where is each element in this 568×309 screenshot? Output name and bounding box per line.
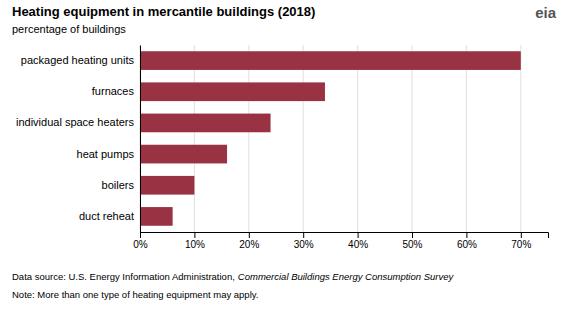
grid-line bbox=[357, 45, 358, 232]
bar bbox=[140, 114, 271, 133]
grid-line bbox=[140, 45, 141, 232]
x-tick-label: 10% bbox=[185, 239, 205, 250]
x-tick-mark bbox=[140, 232, 141, 238]
bar bbox=[140, 176, 194, 195]
x-tick-label: 20% bbox=[239, 239, 259, 250]
x-tick-mark bbox=[412, 232, 413, 238]
y-tick-label: duct reheat bbox=[79, 210, 134, 222]
y-tick-label: furnaces bbox=[92, 85, 135, 97]
x-tick-mark bbox=[466, 232, 467, 238]
y-tick-label: individual space heaters bbox=[16, 116, 135, 128]
y-tick: heat pumps bbox=[77, 148, 140, 160]
logo: eia bbox=[535, 4, 557, 21]
x-tick: 70% bbox=[511, 232, 531, 250]
y-tick-label: heat pumps bbox=[77, 148, 135, 160]
x-tick-label: 50% bbox=[402, 239, 422, 250]
y-tick: individual space heaters bbox=[16, 116, 140, 128]
x-tick: 20% bbox=[239, 232, 259, 250]
x-tick: 60% bbox=[457, 232, 477, 250]
bar bbox=[140, 145, 227, 164]
y-axis: duct reheat boilers heat pumps individual s… bbox=[16, 46, 141, 233]
grid bbox=[140, 45, 521, 232]
chart: Heating equipment in mercantile building… bbox=[0, 0, 568, 309]
y-tick: duct reheat bbox=[79, 210, 140, 222]
bar bbox=[140, 207, 173, 226]
x-tick: 30% bbox=[294, 232, 314, 250]
y-tick-label: boilers bbox=[102, 179, 135, 191]
footnote-source: Data source: U.S. Energy Information Adm… bbox=[12, 271, 235, 282]
grid-line bbox=[194, 45, 195, 232]
bars bbox=[140, 51, 521, 226]
footnote: Data source: U.S. Energy Information Adm… bbox=[12, 271, 455, 282]
y-axis-line bbox=[140, 46, 141, 233]
x-tick-mark bbox=[194, 232, 195, 238]
x-tick-label: 70% bbox=[511, 239, 531, 250]
x-tick-label: 60% bbox=[457, 239, 477, 250]
x-axis-line bbox=[141, 233, 549, 239]
x-tick: 50% bbox=[402, 232, 422, 250]
y-tick: furnaces bbox=[92, 85, 140, 97]
x-tick-mark bbox=[358, 232, 359, 238]
x-tick: 10% bbox=[185, 232, 205, 250]
x-tick: 0% bbox=[133, 232, 148, 250]
y-tick: packaged heating units bbox=[21, 54, 140, 66]
x-tick: 40% bbox=[348, 232, 368, 250]
x-tick-mark bbox=[303, 232, 304, 238]
y-tick-label: packaged heating units bbox=[21, 54, 135, 66]
x-tick-label: 40% bbox=[348, 239, 368, 250]
x-tick-mark bbox=[521, 232, 522, 238]
footnote-survey: Commercial Buildings Energy Consumption … bbox=[238, 271, 455, 282]
y-tick: boilers bbox=[102, 179, 140, 191]
x-tick-label: 0% bbox=[133, 239, 148, 250]
bar bbox=[140, 82, 325, 101]
grid-line bbox=[248, 45, 249, 232]
grid-line bbox=[412, 45, 413, 232]
grid-line bbox=[303, 45, 304, 232]
grid-line bbox=[466, 45, 467, 232]
title: Heating equipment in mercantile building… bbox=[12, 4, 315, 19]
plot-area: 0% 10% 20% 30% 40% 50% 60% 70% duct reheat boiler… bbox=[16, 45, 549, 250]
x-tick-label: 30% bbox=[294, 239, 314, 250]
x-axis: 0% 10% 20% 30% 40% 50% 60% 70% bbox=[133, 232, 548, 250]
x-tick-mark bbox=[249, 232, 250, 238]
grid-line bbox=[520, 45, 521, 232]
subtitle: percentage of buildings bbox=[12, 23, 126, 35]
footnote-note: Note: More than one type of heating equi… bbox=[12, 289, 258, 300]
bar bbox=[140, 51, 521, 70]
